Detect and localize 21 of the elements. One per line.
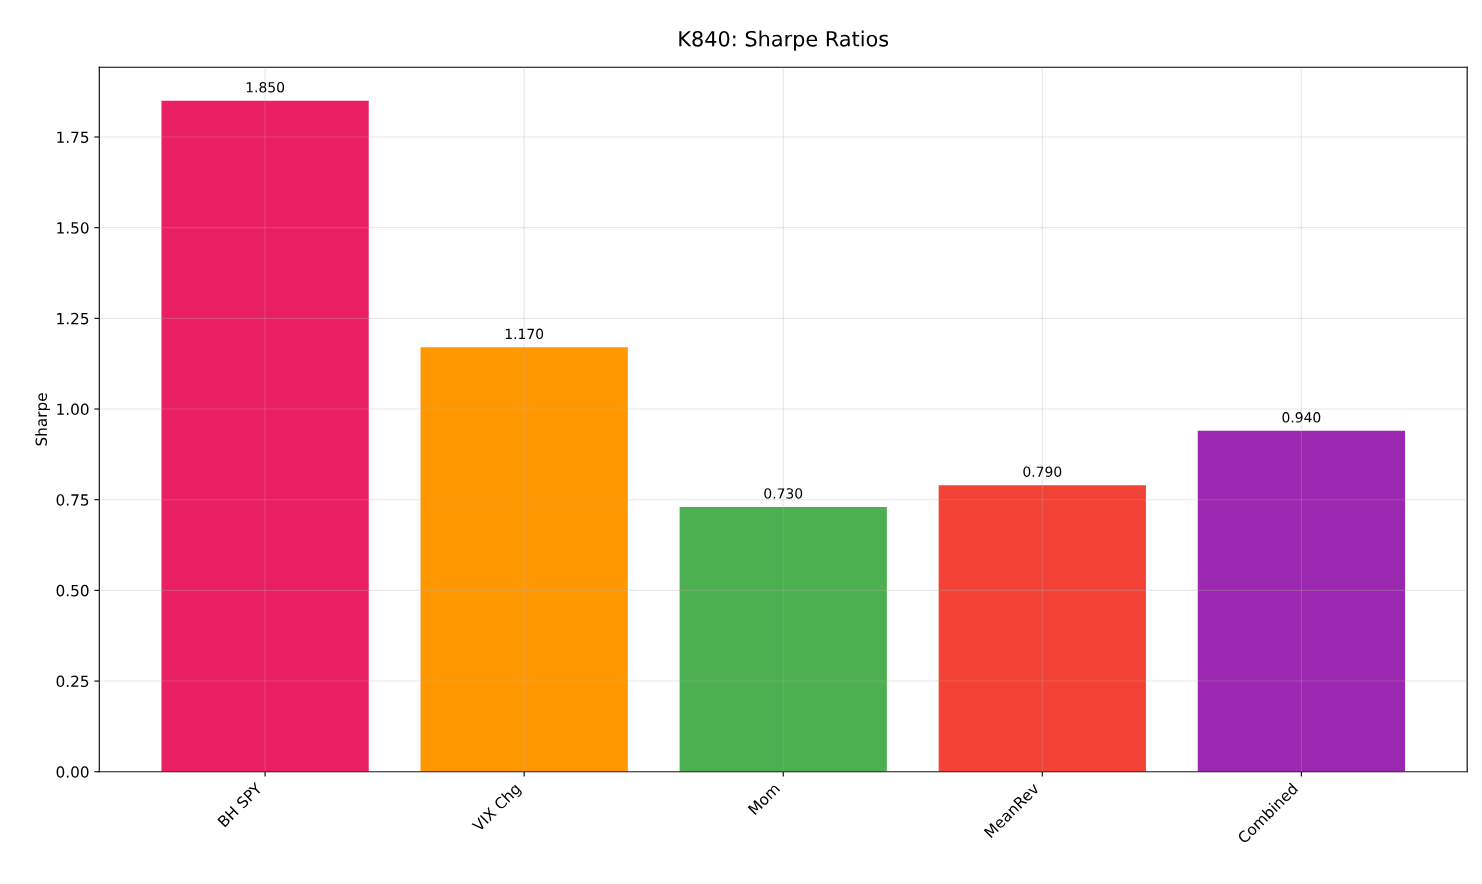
y-tick-label: 0.75 bbox=[56, 494, 89, 506]
chart-title: K840: Sharpe Ratios bbox=[679, 30, 889, 51]
y-tick-label: 1.25 bbox=[57, 312, 89, 325]
bar bbox=[938, 485, 1146, 772]
data-label: 0.730 bbox=[764, 488, 803, 499]
data-label: 1.170 bbox=[505, 328, 544, 340]
data-label: 0.790 bbox=[1023, 466, 1062, 477]
bar bbox=[161, 100, 369, 772]
y-tick-label: 0.25 bbox=[56, 675, 89, 688]
data-label: 0.940 bbox=[1282, 412, 1321, 423]
y-tick-label: 1.75 bbox=[57, 131, 89, 144]
data-label: 1.850 bbox=[246, 81, 285, 93]
y-tick-label: 0.00 bbox=[56, 766, 89, 778]
bar bbox=[1197, 430, 1405, 772]
bar bbox=[679, 506, 887, 772]
y-tick-label: 0.50 bbox=[56, 584, 89, 597]
y-tick-label: 1.00 bbox=[57, 403, 89, 416]
x-tick-label: VIX Chg bbox=[471, 782, 524, 835]
y-axis-title: Sharpe bbox=[35, 393, 50, 446]
y-tick-label: 1.50 bbox=[57, 222, 89, 234]
bar bbox=[420, 347, 628, 772]
